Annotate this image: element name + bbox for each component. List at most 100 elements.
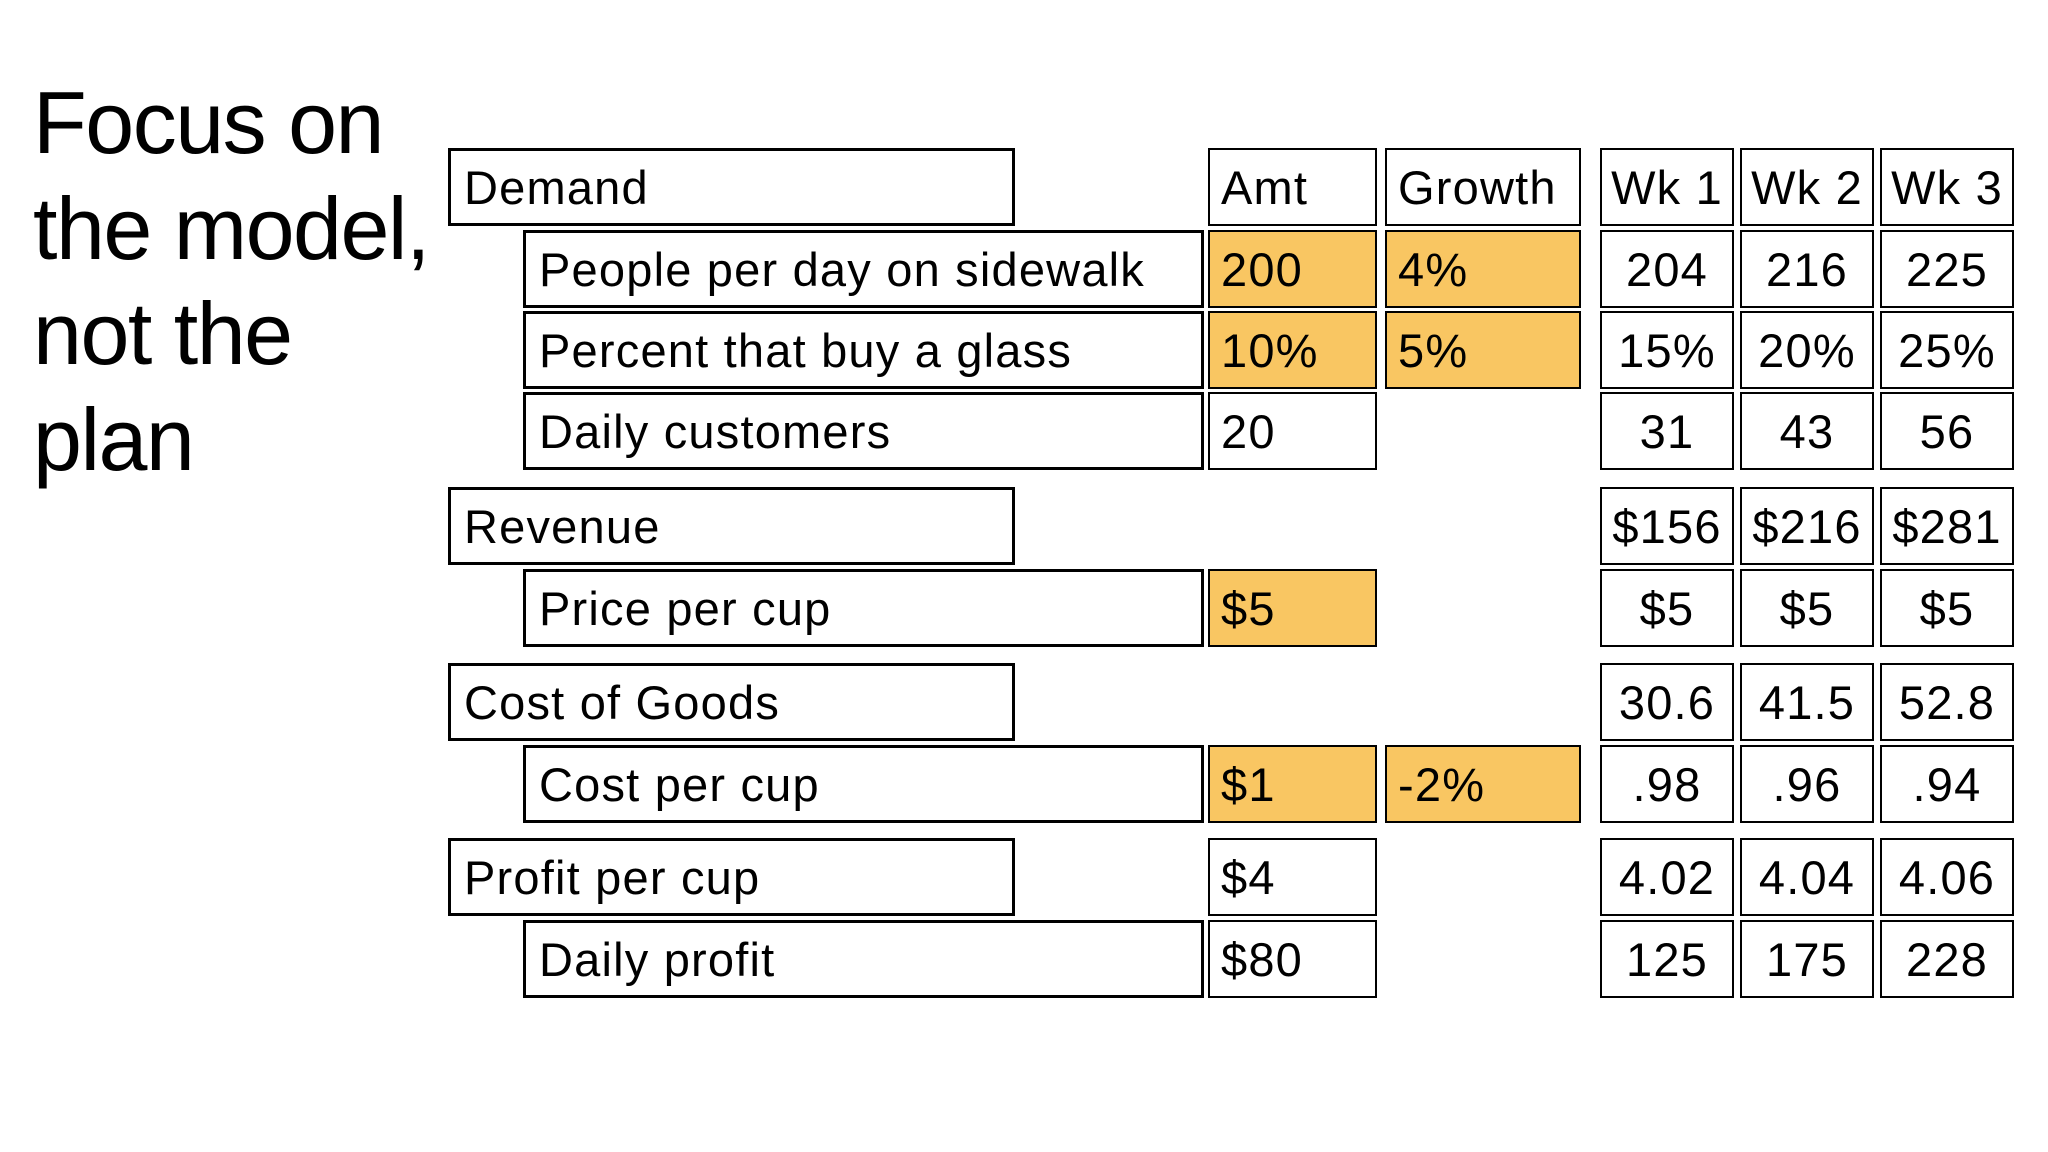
cell-label-cost-of-goods: Cost of Goods <box>448 663 1015 741</box>
cell-amt-daily-profit-text: $80 <box>1221 932 1304 986</box>
cell-wk3-header-text: Wk 3 <box>1891 160 2003 214</box>
cell-label-people-per-day-on-sidewalk: People per day on sidewalk <box>523 230 1204 308</box>
cell-label-profit-per-cup: Profit per cup <box>448 838 1015 916</box>
cell-label-cost-per-cup: Cost per cup <box>523 745 1204 823</box>
cell-wk2-cost-of-goods-text: 41.5 <box>1758 675 1856 729</box>
cell-wk1-price-per-cup: $5 <box>1600 569 1734 647</box>
cell-label-cost-of-goods-text: Cost of Goods <box>464 675 781 729</box>
cell-label-people-per-day-on-sidewalk-text: People per day on sidewalk <box>539 242 1146 296</box>
cell-wk2-people-per-day-on-sidewalk-text: 216 <box>1765 242 1849 296</box>
cell-wk3-daily-profit-text: 228 <box>1905 932 1989 986</box>
cell-amt-cost-per-cup-text: $1 <box>1221 757 1276 811</box>
cell-wk2-daily-customers: 43 <box>1740 392 1874 470</box>
cell-wk3-daily-customers-text: 56 <box>1919 404 1975 458</box>
cell-wk1-cost-per-cup-text: .98 <box>1632 757 1702 811</box>
cell-amt-cost-per-cup: $1 <box>1208 745 1377 823</box>
cell-growth-header: Growth <box>1385 148 1581 226</box>
cell-wk1-daily-customers: 31 <box>1600 392 1734 470</box>
cell-amt-daily-customers-text: 20 <box>1221 404 1276 458</box>
cell-wk3-people-per-day-on-sidewalk: 225 <box>1880 230 2014 308</box>
cell-wk3-profit-per-cup: 4.06 <box>1880 838 2014 916</box>
cell-wk2-daily-profit: 175 <box>1740 920 1874 998</box>
cell-wk1-people-per-day-on-sidewalk-text: 204 <box>1625 242 1709 296</box>
cell-wk1-daily-customers-text: 31 <box>1639 404 1695 458</box>
cell-wk1-people-per-day-on-sidewalk: 204 <box>1600 230 1734 308</box>
cell-growth-people-per-day-on-sidewalk: 4% <box>1385 230 1581 308</box>
cell-wk1-profit-per-cup: 4.02 <box>1600 838 1734 916</box>
cell-wk1-daily-profit-text: 125 <box>1625 932 1709 986</box>
cell-amt-price-per-cup: $5 <box>1208 569 1377 647</box>
cell-label-revenue: Revenue <box>448 487 1015 565</box>
cell-wk3-daily-profit: 228 <box>1880 920 2014 998</box>
cell-label-revenue-text: Revenue <box>464 499 661 553</box>
cell-amt-profit-per-cup: $4 <box>1208 838 1377 916</box>
cell-wk1-cost-of-goods: 30.6 <box>1600 663 1734 741</box>
cell-wk3-cost-per-cup-text: .94 <box>1912 757 1982 811</box>
cell-label-price-per-cup: Price per cup <box>523 569 1204 647</box>
cell-growth-header-text: Growth <box>1398 160 1557 214</box>
cell-wk1-profit-per-cup-text: 4.02 <box>1618 850 1716 904</box>
cell-growth-cost-per-cup: -2% <box>1385 745 1581 823</box>
cell-wk3-cost-per-cup: .94 <box>1880 745 2014 823</box>
cell-wk1-cost-per-cup: .98 <box>1600 745 1734 823</box>
cell-wk3-cost-of-goods: 52.8 <box>1880 663 2014 741</box>
cell-amt-people-per-day-on-sidewalk: 200 <box>1208 230 1377 308</box>
cell-label-daily-profit: Daily profit <box>523 920 1204 998</box>
cell-label-profit-per-cup-text: Profit per cup <box>464 850 761 904</box>
cell-growth-percent-that-buy-a-glass: 5% <box>1385 311 1581 389</box>
cell-wk3-cost-of-goods-text: 52.8 <box>1898 675 1996 729</box>
cell-amt-percent-that-buy-a-glass: 10% <box>1208 311 1377 389</box>
cell-label-percent-that-buy-a-glass-text: Percent that buy a glass <box>539 323 1073 377</box>
cell-wk2-percent-that-buy-a-glass-text: 20% <box>1758 323 1856 377</box>
cell-wk2-price-per-cup: $5 <box>1740 569 1874 647</box>
cell-label-daily-profit-text: Daily profit <box>539 932 776 986</box>
cell-wk1-percent-that-buy-a-glass-text: 15% <box>1618 323 1716 377</box>
cell-wk1-daily-profit: 125 <box>1600 920 1734 998</box>
cell-wk2-revenue-text: $216 <box>1752 499 1862 553</box>
cell-wk3-percent-that-buy-a-glass: 25% <box>1880 311 2014 389</box>
cell-wk3-header: Wk 3 <box>1880 148 2014 226</box>
cell-wk1-revenue: $156 <box>1600 487 1734 565</box>
cell-amt-header-text: Amt <box>1221 160 1309 214</box>
cell-label-daily-customers: Daily customers <box>523 392 1204 470</box>
cell-wk2-header: Wk 2 <box>1740 148 1874 226</box>
cell-wk1-price-per-cup-text: $5 <box>1639 581 1695 635</box>
cell-label-price-per-cup-text: Price per cup <box>539 581 832 635</box>
cell-amt-header: Amt <box>1208 148 1377 226</box>
cell-wk2-people-per-day-on-sidewalk: 216 <box>1740 230 1874 308</box>
cell-label-percent-that-buy-a-glass: Percent that buy a glass <box>523 311 1204 389</box>
slide-title: Focus on the model, not the plan <box>33 73 430 489</box>
cell-wk3-people-per-day-on-sidewalk-text: 225 <box>1905 242 1989 296</box>
cell-wk1-header: Wk 1 <box>1600 148 1734 226</box>
cell-wk3-daily-customers: 56 <box>1880 392 2014 470</box>
cell-amt-daily-customers: 20 <box>1208 392 1377 470</box>
cell-wk3-price-per-cup-text: $5 <box>1919 581 1975 635</box>
cell-wk2-cost-per-cup: .96 <box>1740 745 1874 823</box>
cell-wk2-daily-profit-text: 175 <box>1765 932 1849 986</box>
cell-wk1-percent-that-buy-a-glass: 15% <box>1600 311 1734 389</box>
cell-wk3-percent-that-buy-a-glass-text: 25% <box>1898 323 1996 377</box>
cell-amt-profit-per-cup-text: $4 <box>1221 850 1276 904</box>
cell-wk2-price-per-cup-text: $5 <box>1779 581 1835 635</box>
cell-wk3-revenue: $281 <box>1880 487 2014 565</box>
cell-label-demand-text: Demand <box>464 160 649 214</box>
cell-wk2-profit-per-cup-text: 4.04 <box>1758 850 1856 904</box>
cell-wk3-profit-per-cup-text: 4.06 <box>1898 850 1996 904</box>
cell-amt-people-per-day-on-sidewalk-text: 200 <box>1221 242 1304 296</box>
cell-wk3-price-per-cup: $5 <box>1880 569 2014 647</box>
cell-wk2-profit-per-cup: 4.04 <box>1740 838 1874 916</box>
cell-wk1-cost-of-goods-text: 30.6 <box>1618 675 1716 729</box>
cell-amt-daily-profit: $80 <box>1208 920 1377 998</box>
cell-amt-percent-that-buy-a-glass-text: 10% <box>1221 323 1319 377</box>
cell-wk3-revenue-text: $281 <box>1892 499 2002 553</box>
cell-wk2-revenue: $216 <box>1740 487 1874 565</box>
cell-wk2-percent-that-buy-a-glass: 20% <box>1740 311 1874 389</box>
cell-wk2-cost-of-goods: 41.5 <box>1740 663 1874 741</box>
cell-growth-percent-that-buy-a-glass-text: 5% <box>1398 323 1469 377</box>
cell-growth-people-per-day-on-sidewalk-text: 4% <box>1398 242 1469 296</box>
cell-wk2-cost-per-cup-text: .96 <box>1772 757 1842 811</box>
cell-wk1-header-text: Wk 1 <box>1611 160 1723 214</box>
cell-wk1-revenue-text: $156 <box>1612 499 1722 553</box>
cell-growth-cost-per-cup-text: -2% <box>1398 757 1486 811</box>
